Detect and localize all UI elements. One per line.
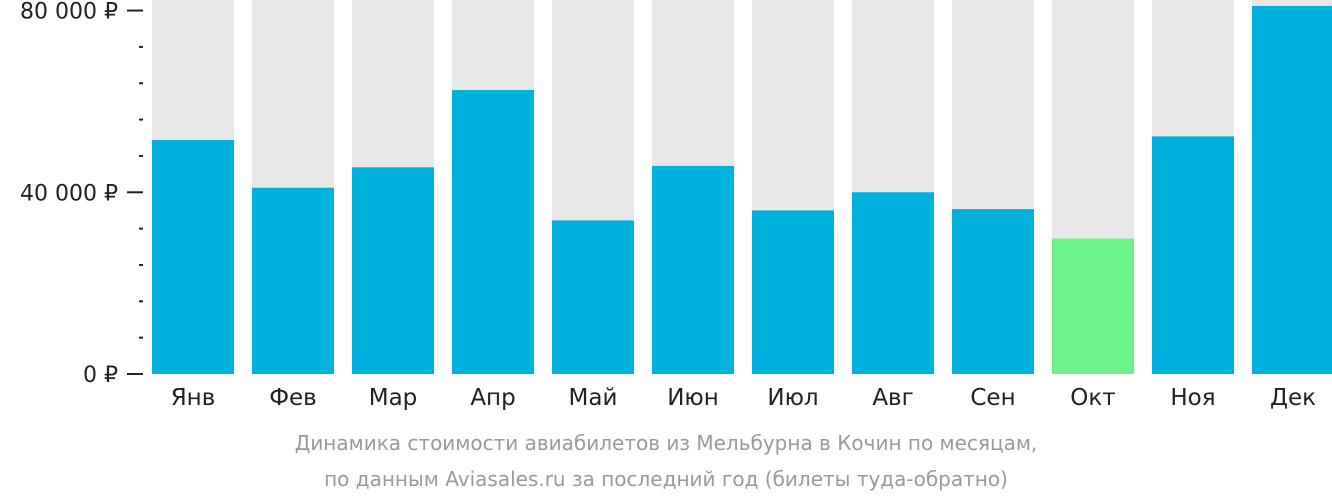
- bar-10[interactable]: [1052, 238, 1134, 374]
- bar-1[interactable]: [152, 140, 234, 374]
- data-bars: [152, 6, 1332, 375]
- bar-12[interactable]: [1252, 6, 1332, 374]
- price-bar-chart: 0 ₽ 40 000 ₽ 80 000 ₽ Янв Фев Мар Апр Май Июн Ию…: [20, 0, 1332, 411]
- x-tick-label: Июл: [767, 385, 818, 411]
- x-tick-label: Окт: [1070, 385, 1115, 411]
- x-tick-label: Фев: [269, 385, 317, 411]
- y-axis: 0 ₽ 40 000 ₽ 80 000 ₽: [20, 0, 143, 388]
- bar-9[interactable]: [952, 209, 1034, 374]
- x-tick-label: Май: [569, 385, 618, 411]
- y-tick-label: 80 000 ₽: [20, 0, 118, 25]
- x-tick-label: Дек: [1270, 385, 1316, 411]
- bar-11[interactable]: [1152, 136, 1234, 374]
- bar-6[interactable]: [652, 165, 734, 374]
- x-tick-label: Июн: [667, 385, 719, 411]
- chart-title: Динамика стоимости авиабилетов из Мельбу…: [294, 431, 1038, 455]
- x-tick-label: Янв: [171, 385, 216, 411]
- bar-8[interactable]: [852, 192, 934, 374]
- x-tick-label: Сен: [970, 385, 1015, 411]
- x-axis-labels: Янв Фев Мар Апр Май Июн Июл Авг Сен Окт Ноя Дек: [171, 385, 1316, 411]
- x-tick-label: Апр: [470, 385, 515, 411]
- bar-5[interactable]: [552, 220, 634, 374]
- y-tick-label: 40 000 ₽: [20, 181, 118, 206]
- y-tick-label: 0 ₽: [83, 363, 118, 388]
- x-tick-label: Ноя: [1170, 385, 1215, 411]
- bar-2[interactable]: [252, 187, 334, 374]
- bar-4[interactable]: [452, 90, 534, 375]
- x-tick-label: Авг: [872, 385, 913, 411]
- bar-3[interactable]: [352, 167, 434, 374]
- chart-subtitle: по данным Aviasales.ru за последний год …: [324, 467, 1008, 491]
- x-tick-label: Мар: [369, 385, 418, 411]
- bar-7[interactable]: [752, 210, 834, 374]
